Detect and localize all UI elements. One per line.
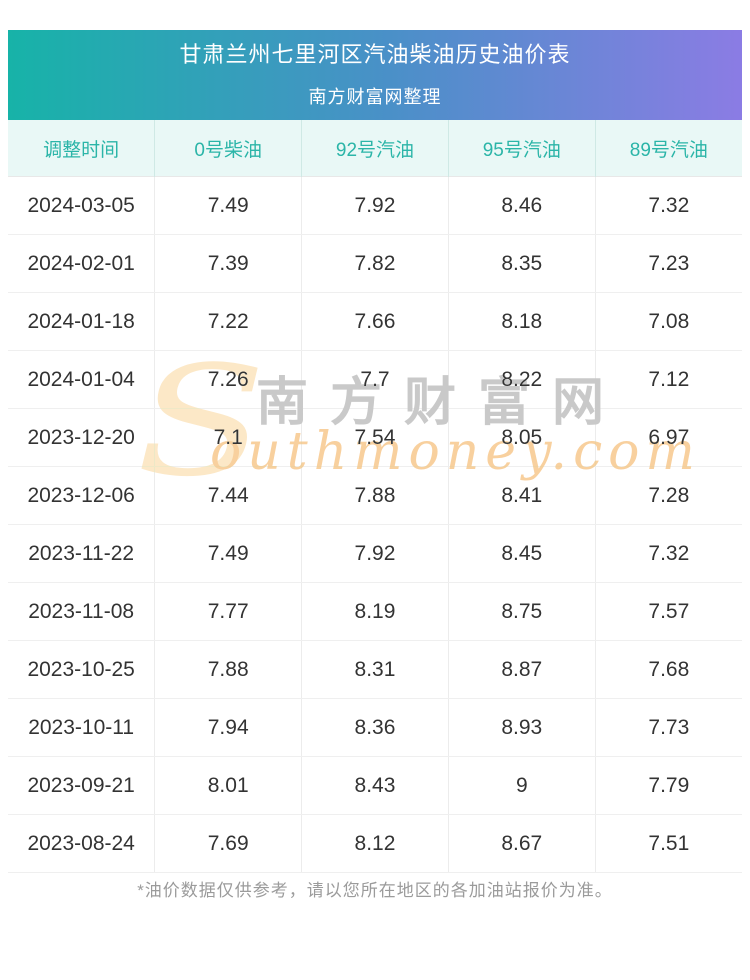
price-cell: 7.77 <box>154 582 303 641</box>
price-cell: 7.82 <box>301 234 449 293</box>
date-cell: 2023-10-25 <box>8 640 156 699</box>
price-cell: 7.88 <box>301 466 449 525</box>
price-cell: 7.57 <box>595 582 742 641</box>
page-subtitle: 南方财富网整理 <box>308 87 442 107</box>
price-cell: 8.05 <box>448 408 596 467</box>
price-cell: 8.12 <box>301 814 449 873</box>
price-cell: 7.49 <box>154 176 303 235</box>
price-cell: 7.49 <box>154 524 303 583</box>
column-header: 89号汽油 <box>595 120 742 177</box>
table-row: 2024-03-05 7.49 7.92 8.46 7.32 <box>8 176 742 235</box>
price-cell: 8.35 <box>448 234 596 293</box>
table-header-row: 调整时间 0号柴油 92号汽油 95号汽油 89号汽油 <box>8 120 742 177</box>
price-cell: 8.22 <box>448 350 596 409</box>
page-title: 甘肃兰州七里河区汽油柴油历史油价表 <box>179 42 571 67</box>
price-cell: 7.92 <box>301 176 449 235</box>
price-cell: 7.08 <box>595 292 742 351</box>
price-cell: 8.01 <box>154 756 303 815</box>
price-cell: 7.39 <box>154 234 303 293</box>
price-cell: 7.26 <box>154 350 303 409</box>
price-cell: 7.22 <box>154 292 303 351</box>
price-cell: 8.87 <box>448 640 596 699</box>
column-header: 92号汽油 <box>301 120 449 177</box>
price-cell: 7.66 <box>301 292 449 351</box>
price-cell: 8.67 <box>448 814 596 873</box>
table-row: 2023-09-21 8.01 8.43 9 7.79 <box>8 756 742 815</box>
price-cell: 6.97 <box>595 408 742 467</box>
price-cell: 8.19 <box>301 582 449 641</box>
price-cell: 7.68 <box>595 640 742 699</box>
date-cell: 2024-02-01 <box>8 234 156 293</box>
table-row: 2023-08-24 7.69 8.12 8.67 7.51 <box>8 814 742 873</box>
column-header: 调整时间 <box>8 120 156 177</box>
price-cell: 8.31 <box>301 640 449 699</box>
price-cell: 9 <box>448 756 596 815</box>
date-cell: 2023-10-11 <box>8 698 156 757</box>
price-cell: 7.32 <box>595 176 742 235</box>
footer: *油价数据仅供参考，请以您所在地区的各加油站报价为准。 <box>0 862 750 901</box>
column-header: 95号汽油 <box>448 120 596 177</box>
column-header: 0号柴油 <box>154 120 303 177</box>
price-cell: 7.32 <box>595 524 742 583</box>
price-cell: 7.92 <box>301 524 449 583</box>
price-cell: 7.7 <box>301 350 449 409</box>
price-cell: 8.75 <box>448 582 596 641</box>
price-cell: 7.79 <box>595 756 742 815</box>
price-cell: 8.46 <box>448 176 596 235</box>
price-cell: 7.73 <box>595 698 742 757</box>
price-cell: 8.43 <box>301 756 449 815</box>
price-cell: 8.36 <box>301 698 449 757</box>
price-cell: 7.1 <box>154 408 303 467</box>
table-row: 2024-01-18 7.22 7.66 8.18 7.08 <box>8 292 742 351</box>
price-cell: 7.44 <box>154 466 303 525</box>
price-cell: 7.12 <box>595 350 742 409</box>
price-cell: 8.45 <box>448 524 596 583</box>
date-cell: 2023-12-06 <box>8 466 156 525</box>
price-cell: 7.23 <box>595 234 742 293</box>
table-head: 调整时间 0号柴油 92号汽油 95号汽油 89号汽油 <box>8 120 742 177</box>
date-cell: 2024-01-04 <box>8 350 156 409</box>
price-cell: 7.28 <box>595 466 742 525</box>
price-cell: 7.94 <box>154 698 303 757</box>
date-cell: 2023-09-21 <box>8 756 156 815</box>
date-cell: 2023-08-24 <box>8 814 156 873</box>
price-sheet: 甘肃兰州七里河区汽油柴油历史油价表 南方财富网整理 调整时间 0号柴油 92号汽油 9… <box>8 30 742 873</box>
date-cell: 2023-11-22 <box>8 524 156 583</box>
table-banner: 甘肃兰州七里河区汽油柴油历史油价表 南方财富网整理 <box>8 30 742 120</box>
price-cell: 7.69 <box>154 814 303 873</box>
price-cell: 7.54 <box>301 408 449 467</box>
price-cell: 8.93 <box>448 698 596 757</box>
table-row: 2023-10-11 7.94 8.36 8.93 7.73 <box>8 698 742 757</box>
price-cell: 7.88 <box>154 640 303 699</box>
date-cell: 2023-11-08 <box>8 582 156 641</box>
table-row: 2023-10-25 7.88 8.31 8.87 7.68 <box>8 640 742 699</box>
price-cell: 8.41 <box>448 466 596 525</box>
table-row: 2023-11-22 7.49 7.92 8.45 7.32 <box>8 524 742 583</box>
table-row: 2023-12-20 7.1 7.54 8.05 6.97 <box>8 408 742 467</box>
table-row: 2024-01-04 7.26 7.7 8.22 7.12 <box>8 350 742 409</box>
date-cell: 2024-01-18 <box>8 292 156 351</box>
table-body: 2024-03-05 7.49 7.92 8.46 7.32 2024-02-01 7.39… <box>8 176 742 873</box>
oil-price-table: 调整时间 0号柴油 92号汽油 95号汽油 89号汽油 2024-03-05 7.49 7.… <box>8 120 742 873</box>
table-row: 2024-02-01 7.39 7.82 8.35 7.23 <box>8 234 742 293</box>
date-cell: 2024-03-05 <box>8 176 156 235</box>
table-row: 2023-12-06 7.44 7.88 8.41 7.28 <box>8 466 742 525</box>
disclaimer-note: *油价数据仅供参考，请以您所在地区的各加油站报价为准。 <box>137 881 613 900</box>
price-cell: 7.51 <box>595 814 742 873</box>
price-cell: 8.18 <box>448 292 596 351</box>
date-cell: 2023-12-20 <box>8 408 156 467</box>
table-row: 2023-11-08 7.77 8.19 8.75 7.57 <box>8 582 742 641</box>
